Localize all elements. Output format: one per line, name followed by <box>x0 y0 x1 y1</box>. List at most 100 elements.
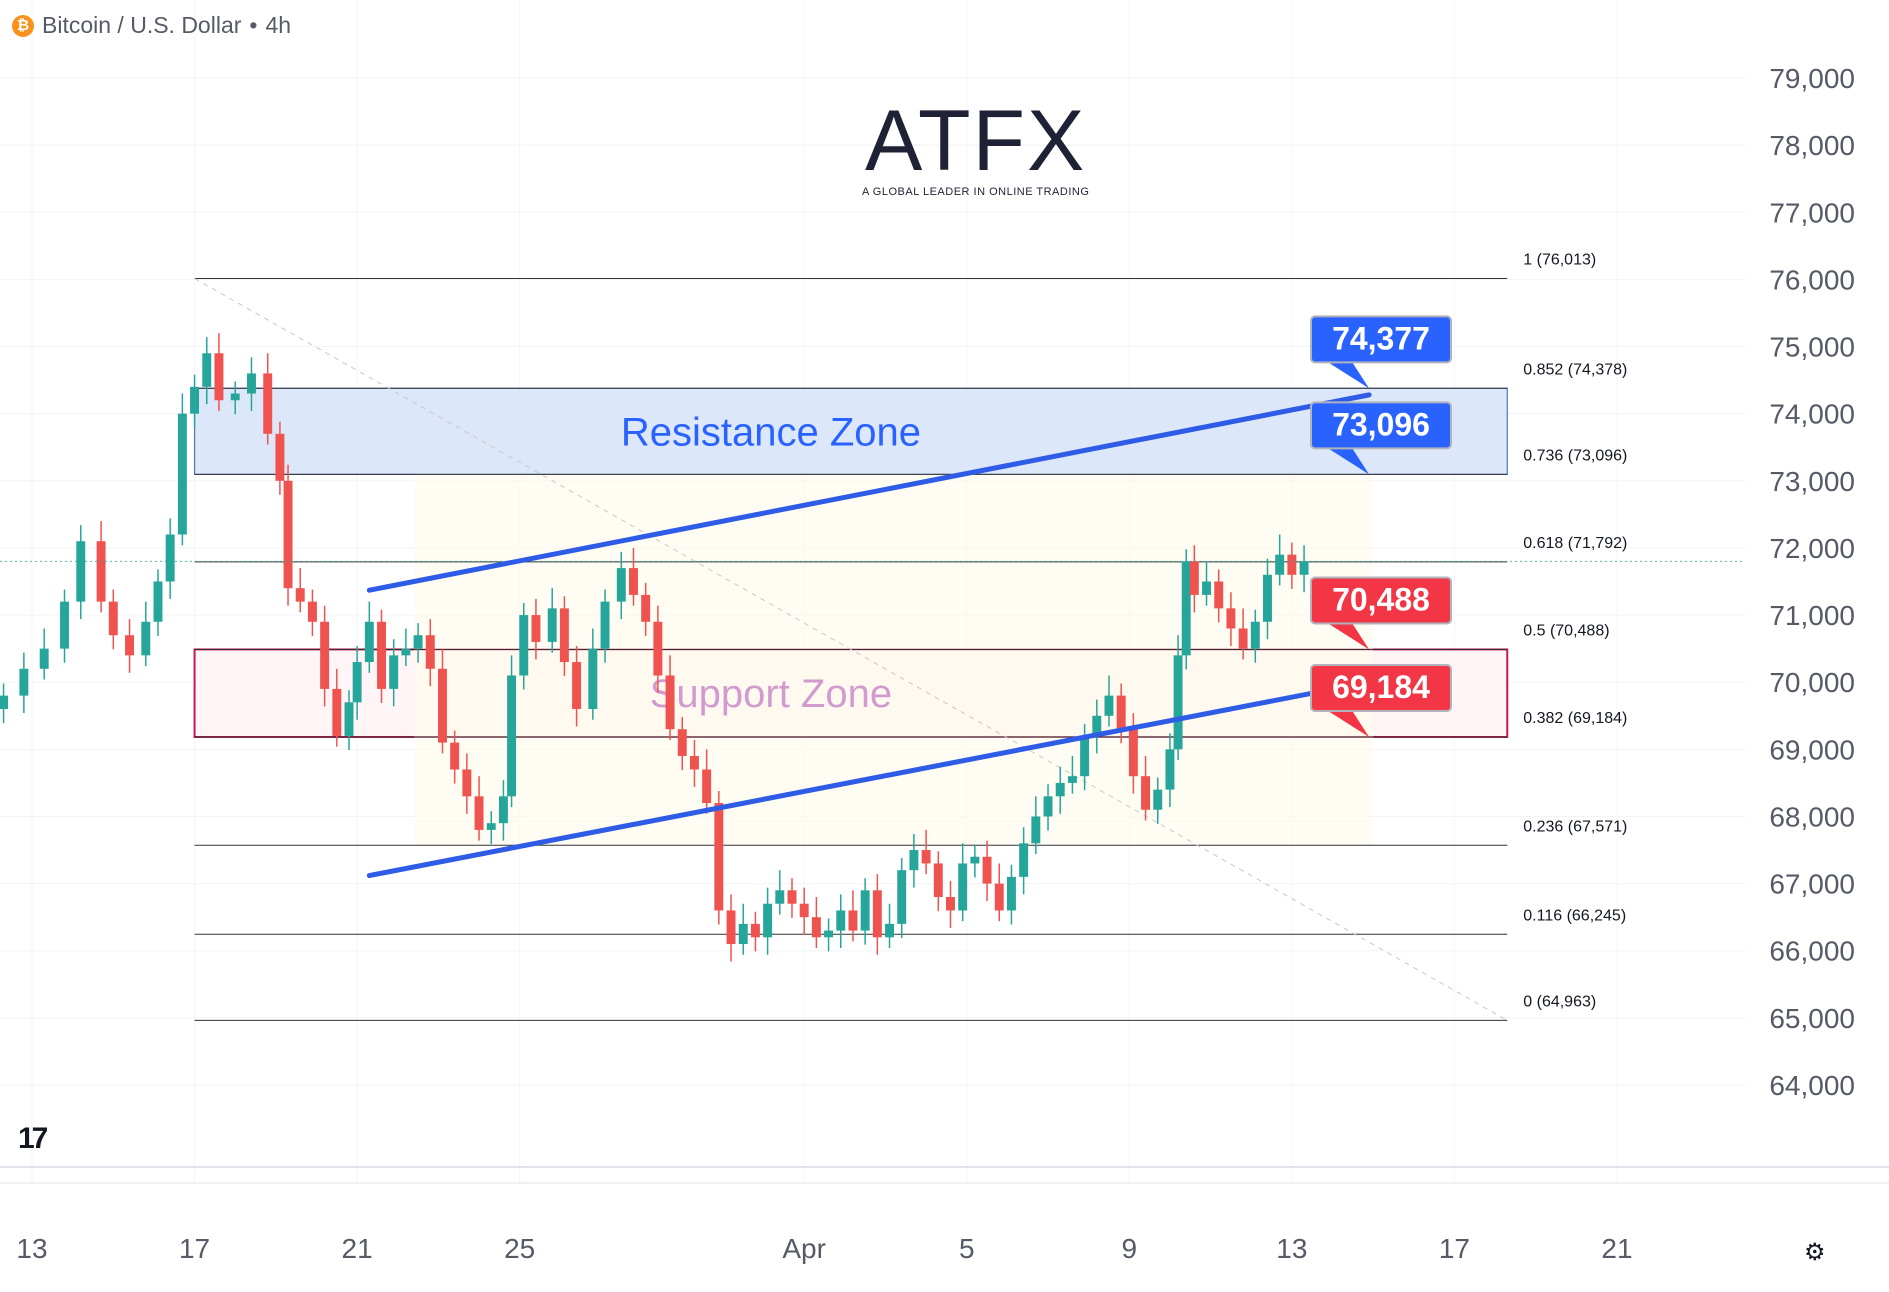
candle <box>824 918 834 952</box>
candle-body <box>1153 789 1163 810</box>
settings-gear-icon[interactable]: ⚙ <box>1804 1239 1826 1266</box>
x-tick-label: 9 <box>1122 1233 1138 1264</box>
candle-body <box>653 621 663 676</box>
candle <box>344 690 354 751</box>
y-tick-label: 71,000 <box>1769 600 1855 631</box>
resistance-price-label: 74,377 <box>1310 315 1452 389</box>
candle-body <box>108 601 118 636</box>
y-tick-label: 64,000 <box>1769 1070 1855 1101</box>
fib-level-label: 0 (64,963) <box>1523 993 1596 1010</box>
candle-body <box>921 850 931 864</box>
candle <box>519 602 529 690</box>
fib-level-label: 0.236 (67,571) <box>1523 818 1627 835</box>
candle <box>177 393 187 546</box>
candle <box>1287 542 1297 589</box>
candle <box>1019 827 1029 895</box>
candle-body <box>1238 628 1248 649</box>
price-label-text: 69,184 <box>1332 669 1430 705</box>
price-label-pointer <box>1325 446 1370 475</box>
candle-body <box>933 863 943 898</box>
candle <box>1104 675 1114 727</box>
candle <box>872 874 882 955</box>
symbol-title[interactable]: Bitcoin / U.S. Dollar <box>42 12 242 38</box>
candle-body <box>1092 715 1102 736</box>
candle-body <box>600 601 610 649</box>
candle-body <box>1104 695 1114 716</box>
bitcoin-icon: ₿ <box>12 14 34 37</box>
candle-body <box>702 769 712 804</box>
candle <box>1173 635 1183 761</box>
candle <box>1006 864 1016 925</box>
candle <box>1226 592 1236 646</box>
resistance-price-label: 73,096 <box>1310 401 1452 475</box>
candle <box>214 333 224 411</box>
candle <box>1189 545 1199 613</box>
price-label-text: 70,488 <box>1332 581 1430 617</box>
candle-body <box>970 856 980 864</box>
price-label-text: 74,377 <box>1332 320 1430 356</box>
y-tick-label: 74,000 <box>1769 399 1855 430</box>
candle-body <box>425 635 435 669</box>
candle <box>76 525 86 620</box>
x-tick-label: 17 <box>1439 1233 1470 1264</box>
candle-body <box>1080 735 1090 777</box>
candle-body <box>547 608 557 642</box>
candle-body <box>1202 581 1211 595</box>
y-tick-label: 75,000 <box>1769 332 1855 363</box>
candle <box>653 605 663 693</box>
candle-body <box>153 581 163 622</box>
candle <box>377 609 386 704</box>
candle <box>108 589 118 650</box>
candle-body <box>344 702 354 736</box>
candle-body <box>1173 655 1183 750</box>
candle <box>1214 569 1224 623</box>
trendline <box>366 392 1372 593</box>
candle-body <box>1299 561 1309 575</box>
x-tick-label: 5 <box>959 1233 975 1264</box>
candle <box>320 605 330 707</box>
candle-body <box>629 568 638 595</box>
candle <box>588 628 598 720</box>
candle-body <box>438 668 447 743</box>
candle-body <box>946 897 955 911</box>
candle-body <box>307 601 317 622</box>
y-tick-label: 77,000 <box>1769 197 1855 228</box>
support-price-label: 69,184 <box>1310 663 1452 737</box>
candle <box>1165 733 1175 808</box>
chart-header: ₿ Bitcoin / U.S. Dollar • 4h <box>12 12 291 39</box>
candle-body <box>275 433 285 481</box>
candle <box>702 749 712 814</box>
y-tick-label: 72,000 <box>1769 533 1855 564</box>
fib-level-label: 1 (76,013) <box>1523 252 1596 269</box>
fib-level-label: 0.382 (69,184) <box>1523 710 1627 727</box>
interval-label[interactable]: 4h <box>265 12 292 38</box>
candle <box>885 903 894 949</box>
candle-body <box>1165 749 1175 790</box>
candle-body <box>641 594 651 622</box>
candle <box>1031 796 1041 855</box>
candle-body <box>352 662 362 703</box>
candle-body <box>1141 776 1151 810</box>
candle-body <box>19 668 29 696</box>
tradingview-logo[interactable]: 17 <box>18 1122 48 1155</box>
candle-body <box>763 903 773 938</box>
y-tick-label: 76,000 <box>1769 264 1855 295</box>
candle-body <box>616 568 626 602</box>
header-separator: • <box>249 12 258 38</box>
price-label-box <box>1310 315 1452 364</box>
candle-body <box>848 910 858 931</box>
candle-body <box>389 655 399 689</box>
candle-body <box>714 803 724 911</box>
candle <box>498 780 508 841</box>
candle <box>616 551 626 620</box>
candle-body <box>860 890 870 931</box>
candle <box>1275 534 1285 586</box>
candle <box>39 628 49 680</box>
x-tick-label: 25 <box>504 1233 535 1264</box>
candle <box>389 639 399 707</box>
candle <box>775 870 785 915</box>
candle <box>401 628 411 667</box>
candle-body <box>811 917 821 938</box>
candle-body <box>474 796 484 830</box>
